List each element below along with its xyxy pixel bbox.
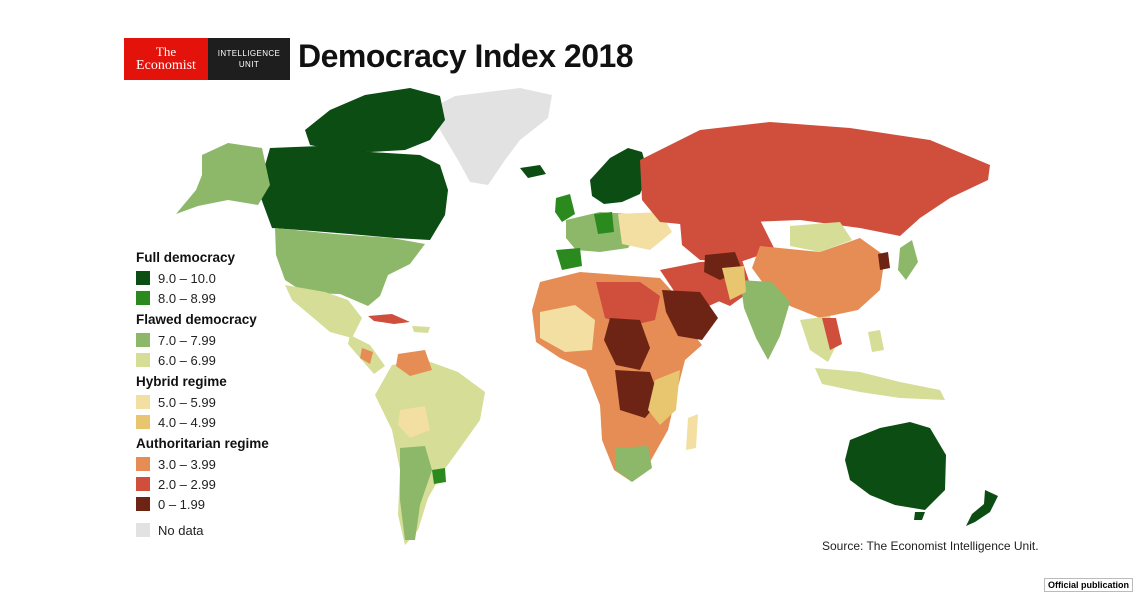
logo-line-1: The <box>155 44 177 59</box>
logo-wordmark: The Economist <box>124 38 208 80</box>
region-east-africa <box>648 370 680 425</box>
region-madagascar <box>686 414 698 450</box>
region-canadian-arctic <box>305 88 445 152</box>
legend-label: 8.0 – 8.99 <box>158 290 216 306</box>
region-tasmania <box>914 512 925 520</box>
region-vietnam <box>822 318 842 350</box>
legend-swatch <box>136 353 150 367</box>
legend-swatch <box>136 395 150 409</box>
legend-heading: Hybrid regime <box>136 374 227 389</box>
legend-heading: Authoritarian regime <box>136 436 269 451</box>
legend-item-no-data: No data <box>136 520 296 540</box>
legend-item: 2.0 – 2.99 <box>136 474 296 494</box>
region-germany <box>594 212 614 234</box>
region-eastern-europe <box>618 212 672 250</box>
region-scandinavia <box>590 148 648 204</box>
legend-label: No data <box>158 522 204 538</box>
legend-label: 2.0 – 2.99 <box>158 476 216 492</box>
region-saudi-arabia <box>662 290 718 340</box>
legend-label: 5.0 – 5.99 <box>158 394 216 410</box>
legend-label: 0 – 1.99 <box>158 496 205 512</box>
legend-heading: Full democracy <box>136 250 236 265</box>
legend-swatch <box>136 271 150 285</box>
region-spain <box>556 248 582 270</box>
region-nicaragua <box>360 348 373 364</box>
region-central-africa <box>615 370 660 418</box>
logo-unit-line-1: INTELLIGENCE <box>217 49 281 58</box>
region-greenland <box>432 88 552 185</box>
region-bolivia <box>398 406 430 438</box>
legend-heading: Flawed democracy <box>136 312 257 327</box>
region-mongolia <box>790 222 852 252</box>
region-philippines <box>868 330 884 352</box>
region-south-america <box>375 360 485 545</box>
legend-swatch <box>136 497 150 511</box>
legend-label: 7.0 – 7.99 <box>158 332 216 348</box>
region-new-zealand <box>966 490 998 526</box>
legend-swatch <box>136 477 150 491</box>
legend-item: 4.0 – 4.99 <box>136 412 296 432</box>
legend-swatch <box>136 457 150 471</box>
region-central-asia <box>680 220 775 262</box>
region-uruguay <box>432 468 446 484</box>
region-mexico <box>285 285 362 338</box>
region-canada <box>258 146 448 240</box>
legend-label: 6.0 – 6.99 <box>158 352 216 368</box>
legend-group-flawed-democracy: Flawed democracy 7.0 – 7.99 6.0 – 6.99 <box>136 312 296 370</box>
region-sahel <box>604 318 650 370</box>
map-title: Democracy Index 2018 <box>298 38 634 74</box>
map-legend: Full democracy 9.0 – 10.0 8.0 – 8.99 Fla… <box>136 250 296 540</box>
legend-label: 9.0 – 10.0 <box>158 270 216 286</box>
region-japan <box>898 240 918 280</box>
legend-swatch <box>136 291 150 305</box>
region-iceland <box>520 165 546 178</box>
legend-group-authoritarian-regime: Authoritarian regime 3.0 – 3.99 2.0 – 2.… <box>136 436 296 514</box>
region-uk <box>555 194 575 222</box>
economist-logo: The Economist INTELLIGENCE UNIT <box>124 38 290 80</box>
logo-unit-line-2: UNIT <box>238 60 260 69</box>
official-publication-badge: Official publication <box>1043 578 1133 592</box>
region-australia <box>845 422 946 510</box>
legend-group-hybrid-regime: Hybrid regime 5.0 – 5.99 4.0 – 4.99 <box>136 374 296 432</box>
legend-label: 4.0 – 4.99 <box>158 414 216 430</box>
legend-group-full-democracy: Full democracy 9.0 – 10.0 8.0 – 8.99 <box>136 250 296 308</box>
legend-item: 0 – 1.99 <box>136 494 296 514</box>
legend-swatch <box>136 333 150 347</box>
region-argentina <box>400 446 432 540</box>
legend-swatch <box>136 523 150 537</box>
region-india <box>740 280 790 360</box>
legend-item: 6.0 – 6.99 <box>136 350 296 370</box>
legend-swatch <box>136 415 150 429</box>
region-west-africa <box>540 305 595 352</box>
region-indonesia <box>815 368 945 400</box>
region-united-states <box>275 228 425 306</box>
region-north-africa <box>596 282 660 326</box>
legend-item: 7.0 – 7.99 <box>136 330 296 350</box>
legend-item: 8.0 – 8.99 <box>136 288 296 308</box>
source-note: Source: The Economist Intelligence Unit. <box>822 539 1039 553</box>
region-russia <box>640 122 990 236</box>
region-alaska <box>176 143 270 214</box>
legend-item: 9.0 – 10.0 <box>136 268 296 288</box>
logo-line-2: Economist <box>136 58 196 73</box>
logo-unit: INTELLIGENCE UNIT <box>208 38 290 80</box>
legend-item: 5.0 – 5.99 <box>136 392 296 412</box>
region-north-korea <box>878 252 890 270</box>
region-southern-africa <box>615 446 652 482</box>
region-caribbean <box>412 326 430 333</box>
region-venezuela <box>396 350 432 376</box>
legend-item: 3.0 – 3.99 <box>136 454 296 474</box>
legend-label: 3.0 – 3.99 <box>158 456 216 472</box>
region-cuba <box>368 314 410 324</box>
region-pakistan <box>722 266 746 300</box>
